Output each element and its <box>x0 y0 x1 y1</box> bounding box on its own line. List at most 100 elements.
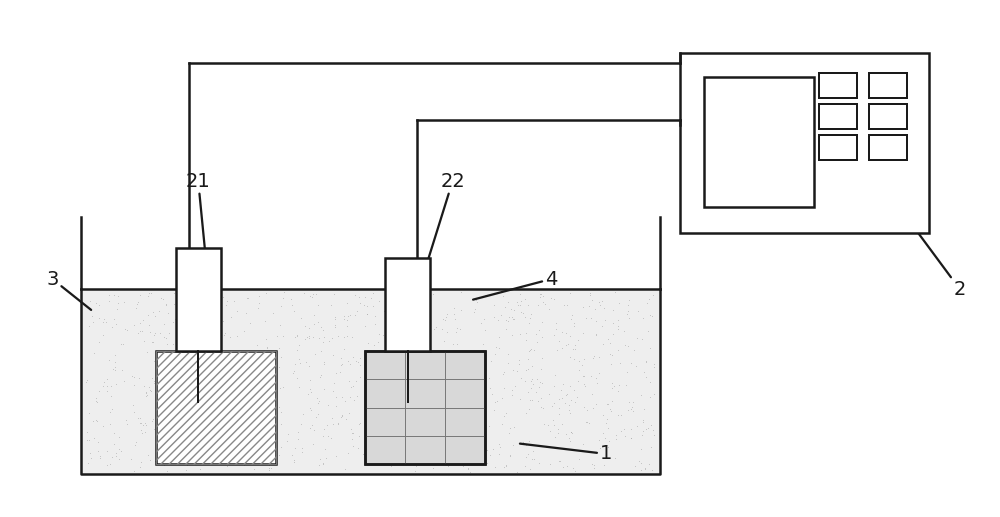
Point <box>306 426 322 434</box>
Point <box>620 307 636 315</box>
Point <box>172 293 188 301</box>
Point <box>562 409 578 417</box>
Point <box>326 290 342 298</box>
Point <box>91 301 107 309</box>
Point <box>134 327 150 336</box>
Point <box>563 428 579 436</box>
Point <box>289 331 305 340</box>
Point <box>365 402 381 410</box>
Point <box>456 403 472 412</box>
Point <box>342 393 358 402</box>
Point <box>566 355 582 363</box>
Point <box>430 399 446 407</box>
Point <box>616 424 632 433</box>
Point <box>203 444 219 452</box>
Point <box>356 381 372 389</box>
Point <box>344 429 360 437</box>
Point <box>425 358 441 366</box>
Point <box>344 333 360 342</box>
Point <box>146 377 162 386</box>
Point <box>561 401 577 409</box>
Point <box>190 346 206 355</box>
Point <box>548 318 564 327</box>
Point <box>518 329 534 338</box>
Point <box>437 316 453 325</box>
Point <box>455 386 471 394</box>
Point <box>261 464 277 472</box>
Point <box>644 312 660 321</box>
Point <box>287 359 303 368</box>
Point <box>176 329 192 338</box>
Point <box>583 313 599 322</box>
Point <box>540 421 556 430</box>
Point <box>557 399 573 407</box>
Point <box>171 298 187 307</box>
Point <box>627 462 643 470</box>
Point <box>414 423 430 431</box>
Point <box>502 451 518 460</box>
Point <box>301 334 317 342</box>
Point <box>373 372 389 380</box>
Point <box>333 361 349 370</box>
Point <box>160 412 176 420</box>
Point <box>273 353 289 361</box>
Point <box>625 407 641 416</box>
Point <box>161 353 177 361</box>
Point <box>531 383 547 391</box>
Point <box>371 352 387 360</box>
Point <box>418 344 434 352</box>
Point <box>594 322 610 330</box>
Point <box>174 308 190 316</box>
Point <box>248 416 264 424</box>
Point <box>193 379 209 387</box>
Point <box>91 387 107 396</box>
Point <box>584 390 600 399</box>
Point <box>326 379 342 387</box>
Point <box>299 333 315 341</box>
Point <box>643 443 659 451</box>
Point <box>104 453 120 462</box>
Point <box>199 457 215 465</box>
Point <box>603 407 619 415</box>
Point <box>610 387 626 396</box>
Point <box>372 418 388 427</box>
Point <box>438 409 454 418</box>
Point <box>381 382 397 390</box>
Point <box>449 423 465 432</box>
Point <box>261 461 277 469</box>
Point <box>530 397 546 405</box>
Point <box>432 357 448 366</box>
Point <box>469 298 485 306</box>
Point <box>441 455 457 464</box>
Point <box>633 466 649 474</box>
Point <box>448 384 464 392</box>
Point <box>394 426 410 434</box>
Point <box>362 437 378 446</box>
Point <box>440 433 456 441</box>
Point <box>238 374 254 383</box>
Point <box>382 391 398 399</box>
Point <box>303 406 319 414</box>
Point <box>591 298 607 306</box>
Point <box>173 337 189 345</box>
Point <box>192 465 208 473</box>
Point <box>116 377 132 385</box>
Point <box>463 451 479 459</box>
Point <box>452 325 468 333</box>
Point <box>222 399 238 407</box>
Point <box>477 326 493 334</box>
Point <box>163 442 179 450</box>
Text: 2: 2 <box>891 197 966 299</box>
Point <box>486 301 502 309</box>
Point <box>96 315 112 323</box>
Point <box>504 331 520 339</box>
Point <box>509 298 525 307</box>
Point <box>197 333 213 342</box>
Point <box>485 445 501 453</box>
Point <box>351 293 367 301</box>
Point <box>357 393 373 402</box>
Point <box>160 309 176 317</box>
Bar <box>81 290 660 475</box>
Point <box>575 440 591 448</box>
Point <box>257 407 273 416</box>
